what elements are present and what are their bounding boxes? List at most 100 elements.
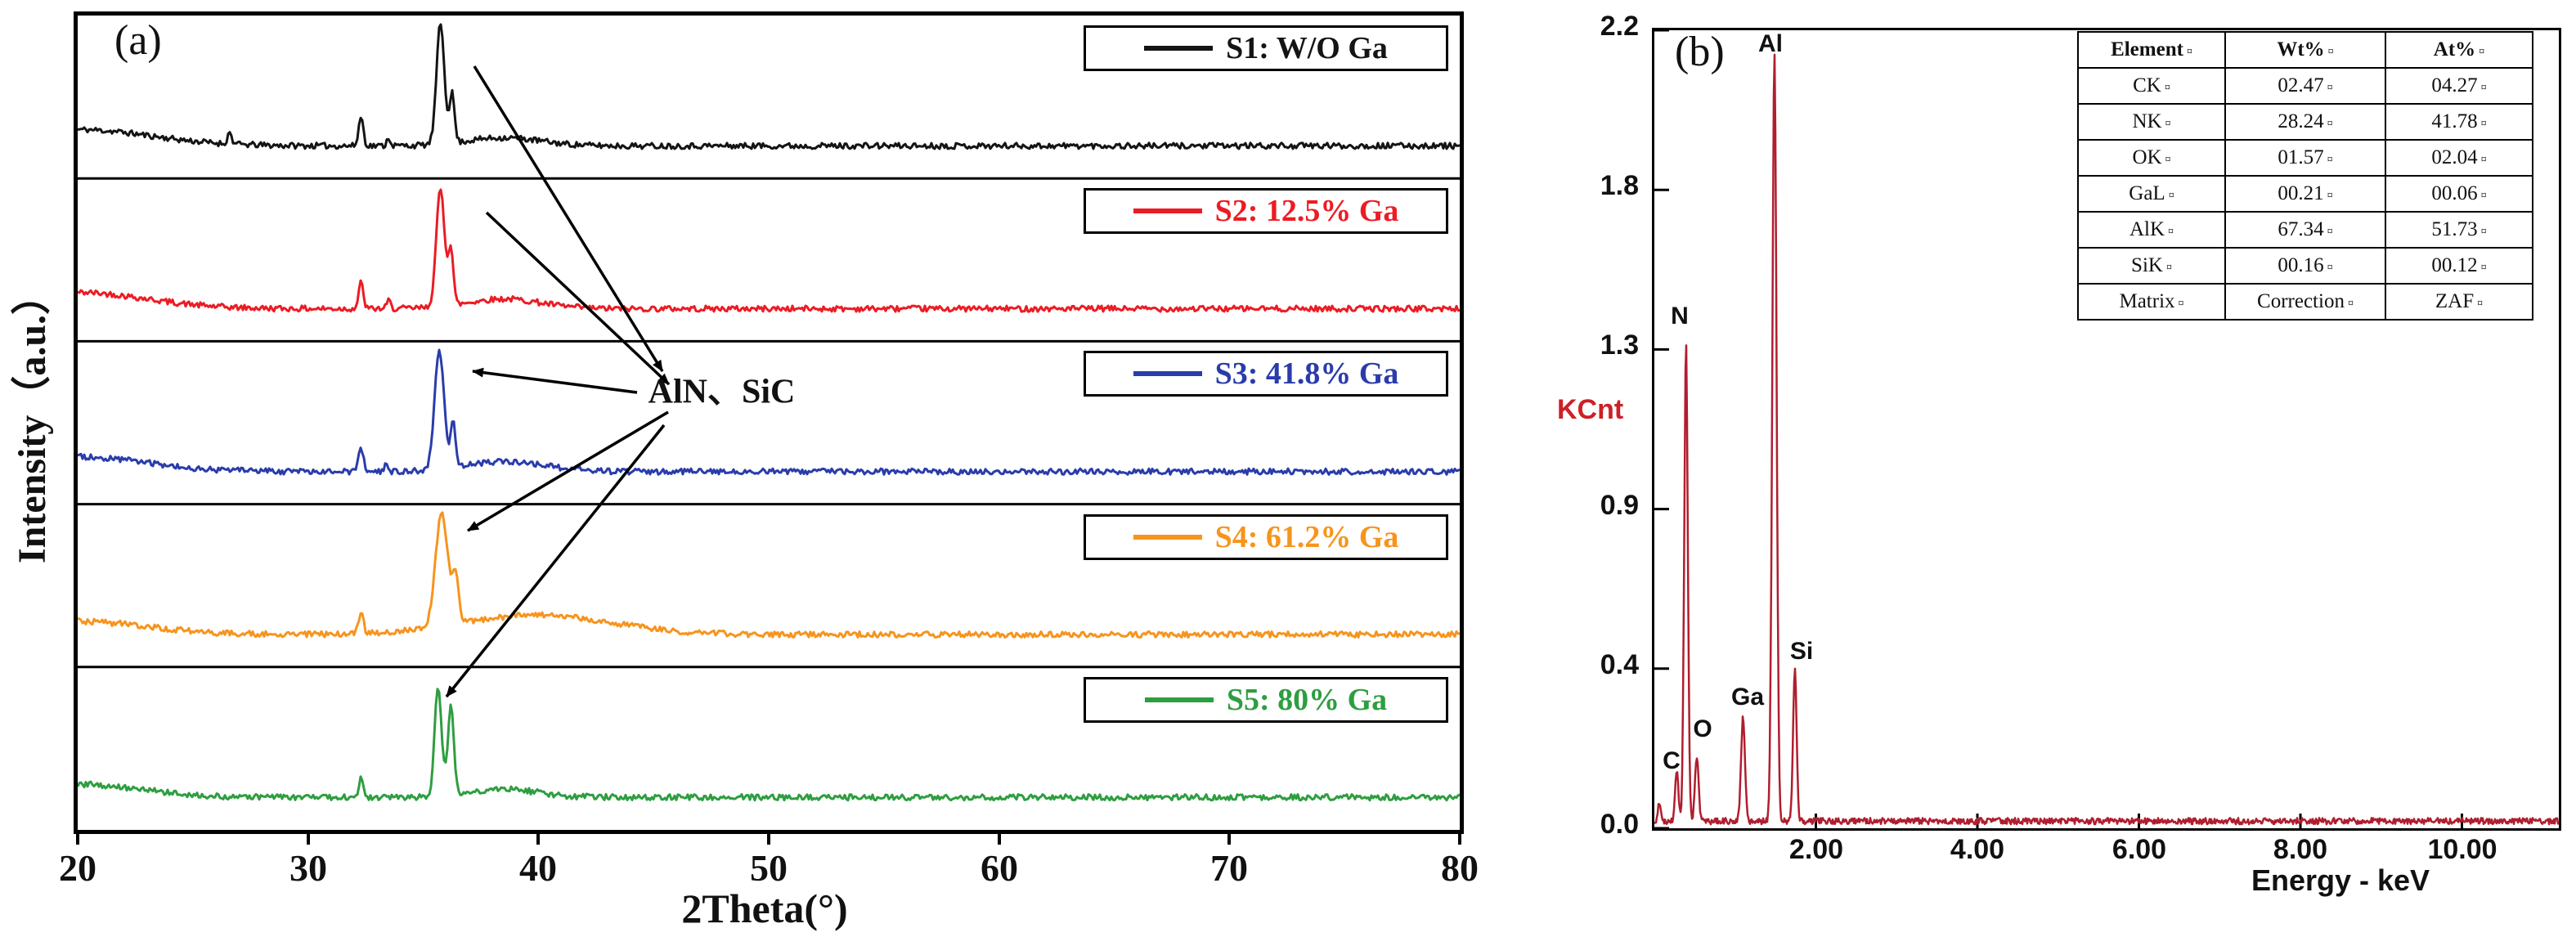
eds-quant-table: Element ¤ Wt% ¤ At% ¤ CK ¤ 02.47 ¤ 04.27 ¤ NK ¤ 28.24 ¤…	[2077, 31, 2533, 321]
table-cell: 51.73 ¤	[2385, 211, 2533, 249]
legend-line-sample	[1133, 535, 1202, 540]
table-cell: Matrix ¤	[2077, 283, 2226, 321]
xrd-legend-item: S5: 80% Ga	[1084, 677, 1448, 723]
xrd-x-tick: 30	[289, 834, 327, 890]
legend-line-sample	[1144, 697, 1214, 702]
xrd-x-axis-label: 2Theta(°)	[681, 885, 848, 931]
eds-x-tick: 4.00	[1950, 834, 2005, 865]
cell-end-mark: ¤	[2165, 154, 2171, 166]
xrd-trace-S1	[78, 23, 1460, 150]
peak-label-Si: Si	[1790, 638, 1813, 665]
panel-a-label: (a)	[114, 17, 162, 64]
table-row: CK ¤ 02.47 ¤ 04.27 ¤	[2077, 67, 2533, 105]
table-header-cell: Element ¤	[2077, 31, 2226, 69]
xrd-x-tick: 50	[750, 834, 788, 890]
eds-y-tick: 2.2	[1600, 11, 1639, 42]
legend-label: S2: 12.5% Ga	[1214, 194, 1399, 228]
xrd-legend-item: S3: 41.8% Ga	[1084, 351, 1448, 397]
xrd-canvas	[78, 23, 1460, 802]
cell-end-mark: ¤	[2480, 82, 2487, 94]
table-row: OK ¤ 01.57 ¤ 02.04 ¤	[2077, 139, 2533, 177]
eds-x-axis-label: Energy - keV	[2251, 863, 2430, 897]
legend-label: S3: 41.8% Ga	[1214, 356, 1399, 391]
cell-end-mark: ¤	[2477, 298, 2484, 310]
table-row: SiK ¤ 00.16 ¤ 00.12 ¤	[2077, 247, 2533, 285]
table-cell: CK ¤	[2077, 67, 2226, 105]
panel-b-label: (b)	[1675, 29, 1725, 75]
cell-end-mark: ¤	[2347, 298, 2354, 310]
cell-end-mark: ¤	[2164, 82, 2170, 94]
table-cell: NK ¤	[2077, 103, 2226, 141]
table-cell: Correction ¤	[2224, 283, 2386, 321]
cell-end-mark: ¤	[2178, 298, 2184, 310]
cell-end-mark: ¤	[2168, 190, 2174, 202]
panel-b: (b) KCnt C O N Ga Al Si 0.0 0.4 0.9 1.3 1.8 2.2 2.…	[1546, 0, 2576, 946]
cell-end-mark: ¤	[2168, 226, 2174, 238]
eds-canvas: CO N Ga Al Si	[1654, 30, 2559, 828]
table-cell: 02.04 ¤	[2385, 139, 2533, 177]
xrd-legend-item: S1: W/O Ga	[1084, 25, 1448, 71]
table-cell: OK ¤	[2077, 139, 2226, 177]
annotation-arrow	[467, 410, 669, 532]
legend-line-sample	[1133, 208, 1202, 213]
eds-table: Element ¤ Wt% ¤ At% ¤ CK ¤ 02.47 ¤ 04.27 ¤ NK ¤ 28.24 ¤…	[2077, 31, 2533, 321]
table-header-row: Element ¤ Wt% ¤ At% ¤	[2077, 31, 2533, 69]
cell-end-mark: ¤	[2480, 154, 2487, 166]
table-cell: 67.34 ¤	[2224, 211, 2386, 249]
xrd-legend-item: S2: 12.5% Ga	[1084, 188, 1448, 234]
eds-y-tick: 0.0	[1600, 809, 1639, 840]
xrd-y-axis-label: Intensity（a.u.）	[11, 275, 54, 564]
xrd-x-tick: 70	[1210, 834, 1248, 890]
peak-label-N: N	[1671, 303, 1689, 330]
legend-label: S4: 61.2% Ga	[1214, 520, 1399, 554]
annotation-arrow	[445, 424, 666, 698]
eds-x-tick: 8.00	[2273, 834, 2328, 865]
table-row: Matrix ¤ Correction ¤ ZAF ¤	[2077, 283, 2533, 321]
eds-plot-area: C O N Ga Al Si	[1652, 28, 2561, 831]
peak-label-Al: Al	[1758, 30, 1783, 57]
cell-end-mark: ¤	[2327, 226, 2333, 238]
eds-y-tick: 1.3	[1600, 330, 1639, 361]
cell-end-mark: ¤	[2480, 190, 2487, 202]
table-cell: 28.24 ¤	[2224, 103, 2386, 141]
eds-y-tick: 1.8	[1600, 170, 1639, 201]
xrd-x-tick: 80	[1441, 834, 1479, 890]
table-cell: AlK ¤	[2077, 211, 2226, 249]
xrd-x-tick: 20	[59, 834, 96, 890]
table-row: GaL ¤ 00.21 ¤ 00.06 ¤	[2077, 175, 2533, 213]
cell-end-mark: ¤	[2480, 226, 2487, 238]
annotation-arrow	[472, 367, 638, 394]
legend-label: S1: W/O Ga	[1226, 31, 1388, 65]
table-cell: GaL ¤	[2077, 175, 2226, 213]
xrd-trace-S4	[78, 511, 1460, 639]
eds-y-axis-label: KCnt	[1557, 394, 1624, 425]
table-cell: 00.12 ¤	[2385, 247, 2533, 285]
peak-label-C: C	[1663, 747, 1681, 774]
legend-line-sample	[1133, 371, 1202, 376]
table-cell: ZAF ¤	[2385, 283, 2533, 321]
cell-end-mark: ¤	[2327, 190, 2333, 202]
panel-a: (a) Intensity（a.u.） AlN、SiC S1: W/O Ga S2…	[0, 0, 1505, 946]
annotation-arrow	[485, 211, 671, 386]
cell-end-mark: ¤	[2327, 154, 2333, 166]
annotation-arrow	[473, 65, 664, 372]
eds-x-tick: 2.00	[1788, 834, 1844, 865]
table-cell: 04.27 ¤	[2385, 67, 2533, 105]
table-cell: 00.21 ¤	[2224, 175, 2386, 213]
eds-x-tick: 10.00	[2427, 834, 2497, 865]
xrd-legend-item: S4: 61.2% Ga	[1084, 514, 1448, 560]
table-cell: 02.47 ¤	[2224, 67, 2386, 105]
table-cell: 00.16 ¤	[2224, 247, 2386, 285]
eds-y-tick: 0.9	[1600, 490, 1639, 521]
cell-end-mark: ¤	[2479, 46, 2485, 58]
peak-label-O: O	[1693, 715, 1712, 742]
table-cell: SiK ¤	[2077, 247, 2226, 285]
xrd-trace-S5	[78, 688, 1460, 802]
xrd-peak-annotation: AlN、SiC	[648, 373, 796, 411]
eds-y-tick: 0.4	[1600, 649, 1639, 680]
cell-end-mark: ¤	[2186, 46, 2192, 58]
peak-label-Ga: Ga	[1731, 684, 1764, 711]
table-header-cell: At% ¤	[2385, 31, 2533, 69]
cell-end-mark: ¤	[2327, 46, 2334, 58]
xrd-trace-S3	[78, 348, 1460, 476]
